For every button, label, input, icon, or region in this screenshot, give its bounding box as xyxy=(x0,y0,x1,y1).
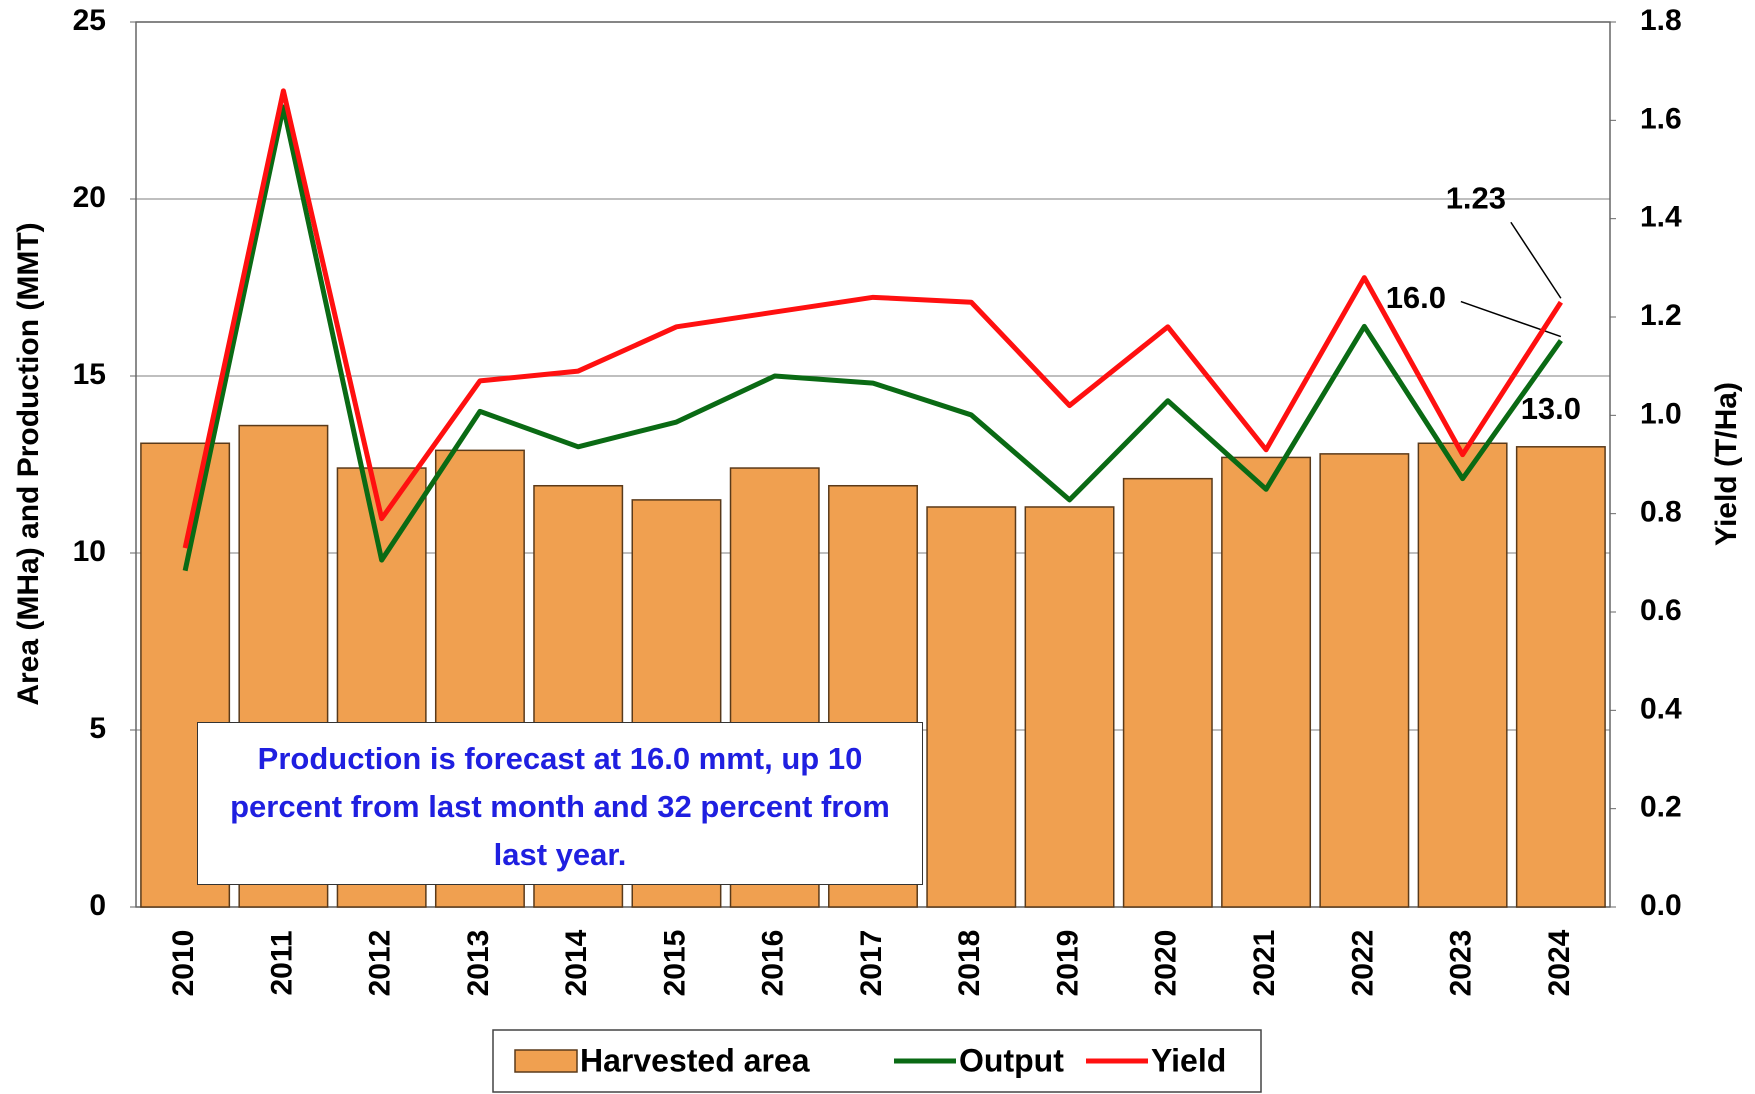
x-tick-label: 2018 xyxy=(953,930,986,997)
y-axis-title: Area (MHa) and Production (MMT) xyxy=(12,222,45,705)
y2-tick-label: 0.6 xyxy=(1640,594,1682,627)
y2-tick-label: 0.8 xyxy=(1640,496,1682,529)
y-tick-label: 10 xyxy=(73,535,106,568)
y-tick-label: 0 xyxy=(89,889,106,922)
x-tick-label: 2014 xyxy=(560,929,593,996)
y2-tick-label: 1.4 xyxy=(1640,201,1682,234)
legend-label: Yield xyxy=(1151,1042,1226,1078)
x-tick-label: 2015 xyxy=(658,930,691,997)
x-tick-label: 2021 xyxy=(1248,930,1281,997)
x-tick-label: 2022 xyxy=(1346,930,1379,997)
y2-tick-label: 0.2 xyxy=(1640,791,1682,824)
y2-axis-title: Yield (T/Ha) xyxy=(1710,382,1743,546)
leader-line xyxy=(1510,221,1562,299)
y-tick-label: 5 xyxy=(89,712,106,745)
x-tick-label: 2023 xyxy=(1445,930,1478,997)
line-series xyxy=(182,88,1563,549)
x-tick-label: 2024 xyxy=(1543,929,1576,996)
bar xyxy=(1515,446,1606,908)
bar xyxy=(1319,453,1410,908)
legend-label: Harvested area xyxy=(580,1042,810,1078)
leader-line xyxy=(1460,300,1562,338)
legend-label: Output xyxy=(959,1042,1064,1078)
x-tick-label: 2013 xyxy=(462,930,495,997)
y-tick-label: 20 xyxy=(73,181,106,214)
y-tick-label: 25 xyxy=(73,4,106,37)
x-tick-label: 2020 xyxy=(1150,930,1183,997)
x-tick-label: 2019 xyxy=(1051,930,1084,997)
data-label: 16.0 xyxy=(1386,280,1446,315)
y2-tick-label: 1.2 xyxy=(1640,299,1682,332)
x-tick-label: 2012 xyxy=(364,930,397,997)
bar xyxy=(1122,477,1213,908)
y2-tick-label: 1.6 xyxy=(1640,102,1682,135)
x-tick-label: 2011 xyxy=(265,930,298,995)
bar xyxy=(1417,442,1508,908)
x-tick-label: 2016 xyxy=(757,930,790,997)
legend-swatch xyxy=(514,1049,578,1073)
y2-tick-label: 0.0 xyxy=(1640,889,1682,922)
y2-tick-label: 1.0 xyxy=(1640,397,1682,430)
data-label: 13.0 xyxy=(1521,391,1581,426)
bar xyxy=(1221,456,1312,908)
annotation: Production is forecast at 16.0 mmt, up 1… xyxy=(197,722,923,885)
data-label: 1.23 xyxy=(1446,180,1506,215)
y2-tick-label: 0.4 xyxy=(1640,692,1682,725)
x-tick-label: 2010 xyxy=(167,930,200,997)
y2-tick-label: 1.8 xyxy=(1640,4,1682,37)
bar xyxy=(1024,506,1115,908)
x-tick-label: 2017 xyxy=(855,930,888,997)
y-tick-label: 15 xyxy=(73,358,106,391)
line-series xyxy=(182,104,1563,572)
bar xyxy=(926,506,1017,908)
